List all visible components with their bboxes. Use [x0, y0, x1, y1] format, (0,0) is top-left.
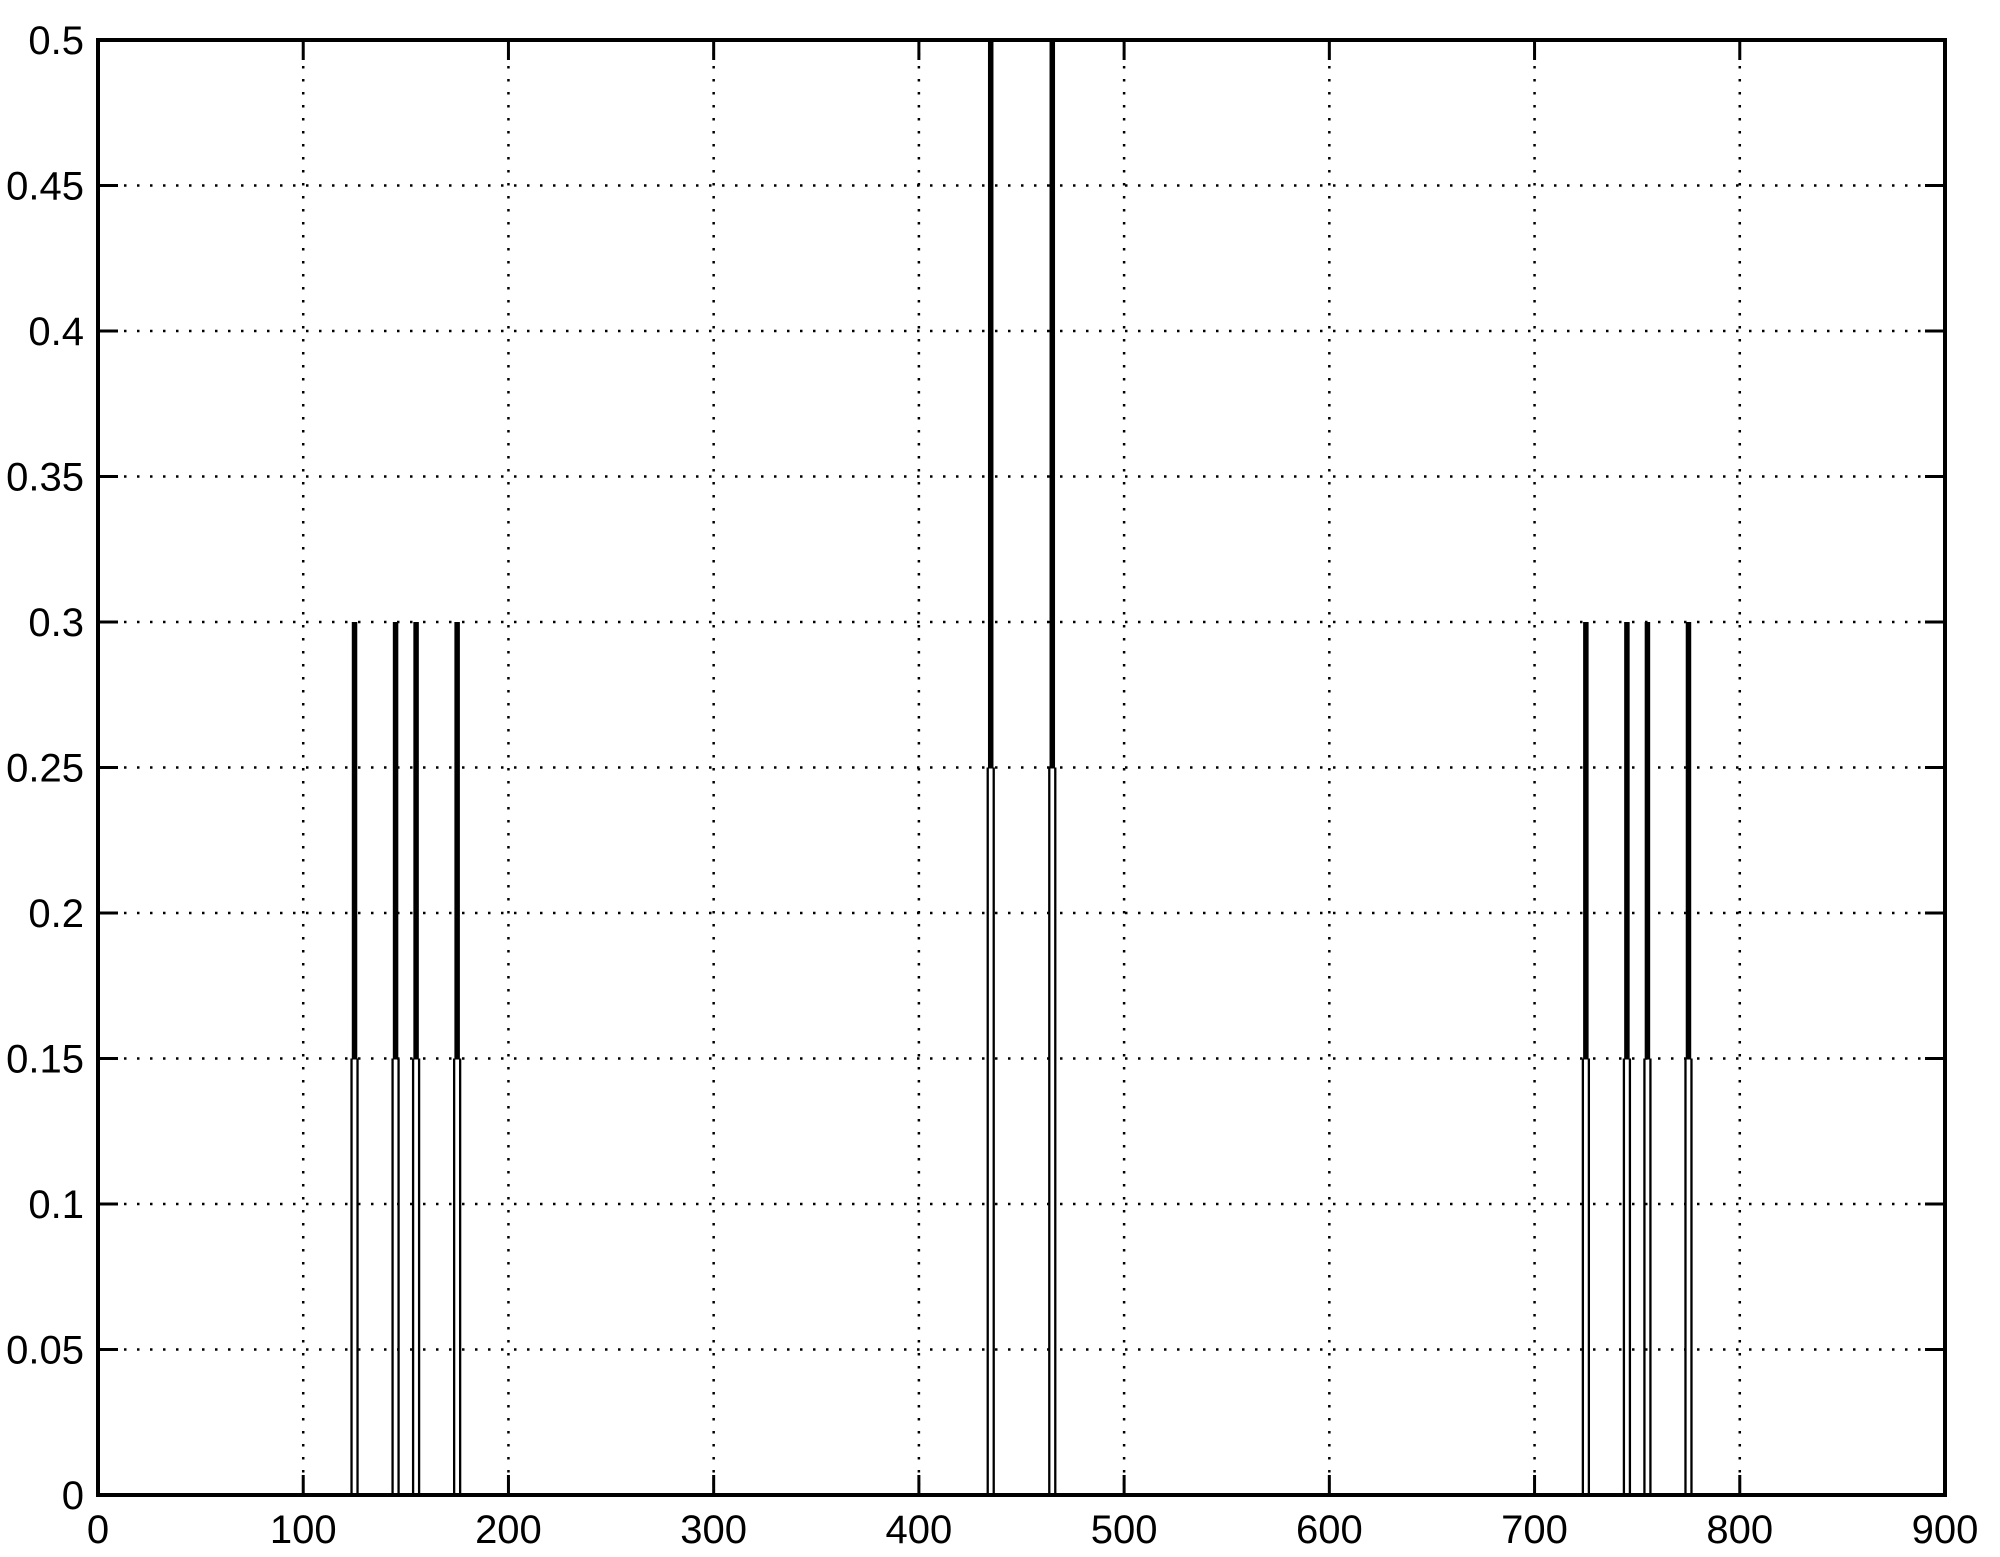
y-tick-label: 0: [62, 1474, 84, 1518]
y-tick-label: 0.25: [6, 747, 84, 791]
y-tick-label: 0.2: [28, 892, 84, 936]
y-tick-label: 0.5: [28, 19, 84, 63]
x-tick-label: 300: [680, 1508, 747, 1552]
y-tick-label: 0.4: [28, 310, 84, 354]
y-tick-label: 0.15: [6, 1038, 84, 1082]
x-tick-label: 600: [1296, 1508, 1363, 1552]
x-tick-label: 700: [1501, 1508, 1568, 1552]
y-tick-label: 0.05: [6, 1329, 84, 1373]
y-tick-label: 0.3: [28, 601, 84, 645]
plot-frame: [96, 38, 1947, 1497]
y-tick-label: 0.35: [6, 456, 84, 500]
y-tick-label: 0.45: [6, 165, 84, 209]
x-tick-label: 900: [1912, 1508, 1979, 1552]
y-tick-label: 0.1: [28, 1183, 84, 1227]
x-tick-label: 400: [886, 1508, 953, 1552]
x-tick-label: 0: [87, 1508, 109, 1552]
x-tick-label: 100: [270, 1508, 337, 1552]
x-tick-label: 200: [475, 1508, 542, 1552]
x-tick-label: 800: [1706, 1508, 1773, 1552]
x-tick-label: 500: [1091, 1508, 1158, 1552]
